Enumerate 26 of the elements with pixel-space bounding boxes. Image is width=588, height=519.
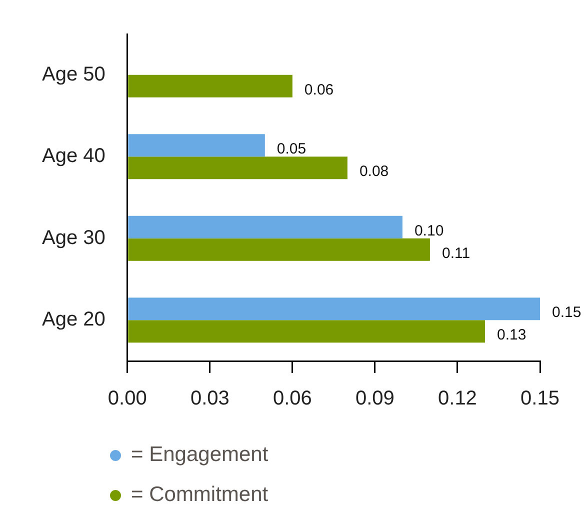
- x-tick-label: 0.15: [520, 388, 560, 410]
- data-label: 0.13: [496, 326, 526, 344]
- legend-label: = Engagement: [131, 443, 268, 467]
- data-label: 0.06: [304, 81, 334, 98]
- bar: [128, 156, 348, 180]
- x-tick-label: 0.12: [438, 388, 477, 410]
- y-tick-label: Age 50: [42, 63, 106, 86]
- legend-label: = Commitment: [131, 483, 268, 507]
- y-tick-label: Age 20: [42, 308, 106, 331]
- bar: [128, 134, 265, 157]
- x-tick-label: 0.03: [190, 388, 230, 410]
- x-tick-label: 0.06: [272, 388, 312, 410]
- data-label: 0.10: [414, 222, 444, 240]
- x-tick-label: 0.00: [108, 388, 147, 410]
- data-label: 0.08: [359, 163, 389, 180]
- y-tick-label: Age 40: [42, 145, 106, 168]
- bar: [128, 238, 430, 261]
- data-label: 0.15: [552, 304, 582, 322]
- y-tick-label: Age 30: [42, 226, 106, 249]
- bar: [128, 298, 540, 320]
- bar: [128, 74, 292, 98]
- data-label: 0.11: [442, 244, 470, 262]
- x-tick-label: 0.09: [355, 388, 394, 410]
- bar: [128, 320, 485, 343]
- data-label: 0.05: [276, 140, 306, 158]
- bar: [128, 216, 402, 238]
